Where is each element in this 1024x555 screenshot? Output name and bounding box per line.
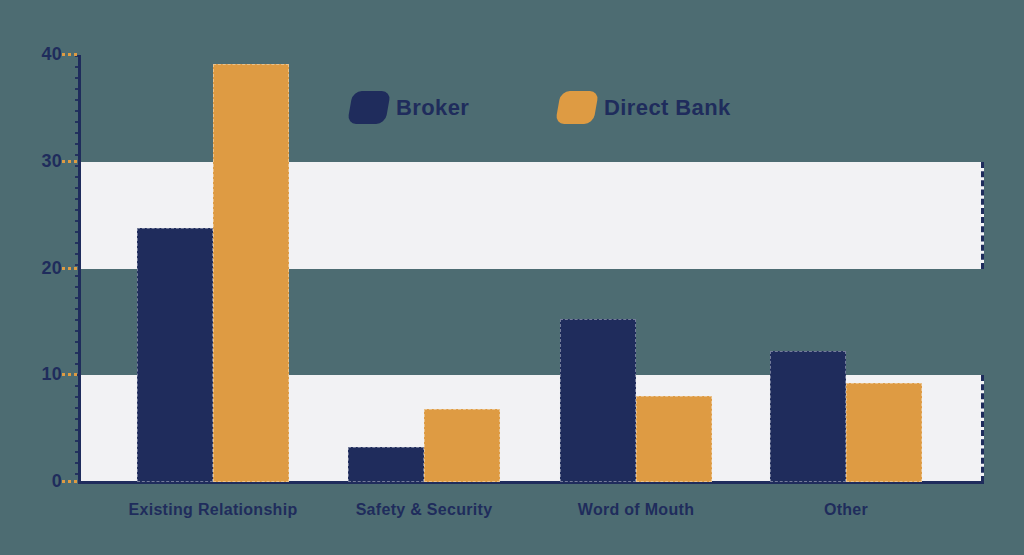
y-major-tick <box>62 53 77 56</box>
bar-broker <box>770 351 846 482</box>
bar-direct-bank <box>636 396 712 482</box>
x-axis-category-label: Existing Relationship <box>108 501 318 519</box>
legend-item-broker: Broker <box>350 91 469 124</box>
bar-broker <box>348 447 424 482</box>
y-major-tick <box>62 480 77 483</box>
y-axis-tick-label: 10 <box>41 364 62 385</box>
y-axis-tick-label: 20 <box>41 258 62 279</box>
y-axis-tick-label: 0 <box>52 471 62 492</box>
x-axis-category-label: Other <box>741 501 951 519</box>
bar-direct-bank <box>424 409 500 482</box>
bar-broker <box>560 319 636 482</box>
bar-direct-bank <box>846 383 922 482</box>
legend-label-broker: Broker <box>396 95 469 121</box>
direct-bank-series-swatch <box>555 91 599 124</box>
grouped-bar-chart: 0 10 20 30 40 Existing RelationshipSafety & S… <box>0 0 1024 555</box>
bar-direct-bank <box>213 64 289 482</box>
y-axis-tick-label: 40 <box>41 44 62 65</box>
x-axis-category-label: Safety & Security <box>319 501 529 519</box>
bar-broker <box>137 228 213 482</box>
legend-item-direct-bank: Direct Bank <box>558 91 731 124</box>
y-major-tick <box>62 373 77 376</box>
broker-series-swatch <box>347 91 391 124</box>
y-major-tick <box>62 160 77 163</box>
plot-area: 0 10 20 30 40 Existing RelationshipSafety & S… <box>0 0 1024 555</box>
y-axis-tick-label: 30 <box>41 151 62 172</box>
x-axis-category-label: Word of Mouth <box>531 501 741 519</box>
y-axis-line <box>78 55 81 482</box>
legend-label-direct-bank: Direct Bank <box>604 95 731 121</box>
y-major-tick <box>62 267 77 270</box>
